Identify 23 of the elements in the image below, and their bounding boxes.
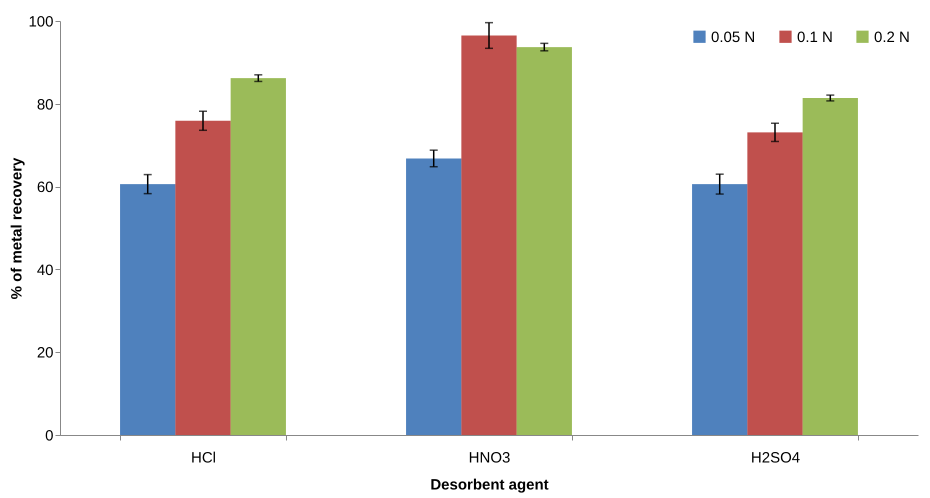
y-axis-title: % of metal recovery xyxy=(8,156,26,300)
bar xyxy=(175,120,231,435)
y-tick-label: 40 xyxy=(36,262,54,279)
x-tick-label: HNO3 xyxy=(468,450,510,466)
legend-label: 0.05 N xyxy=(711,28,756,46)
legend-label: 0.2 N xyxy=(874,28,910,46)
bar xyxy=(120,184,176,435)
x-tick-label: H2SO4 xyxy=(750,450,800,466)
bar xyxy=(802,98,858,435)
y-tick-label: 100 xyxy=(28,14,54,30)
bar xyxy=(516,47,572,435)
bar xyxy=(230,78,286,435)
y-tick-label: 80 xyxy=(36,96,54,114)
bar xyxy=(692,184,748,435)
x-axis-title: Desorbent agent xyxy=(430,476,549,494)
legend-label: 0.1 N xyxy=(797,28,833,46)
y-tick-label: 0 xyxy=(45,428,54,444)
bar xyxy=(747,132,803,435)
y-tick-label: 20 xyxy=(36,344,54,362)
bar xyxy=(461,35,517,435)
x-tick-label: HCl xyxy=(191,450,216,466)
y-tick-label: 60 xyxy=(36,179,54,196)
bar xyxy=(406,158,462,435)
